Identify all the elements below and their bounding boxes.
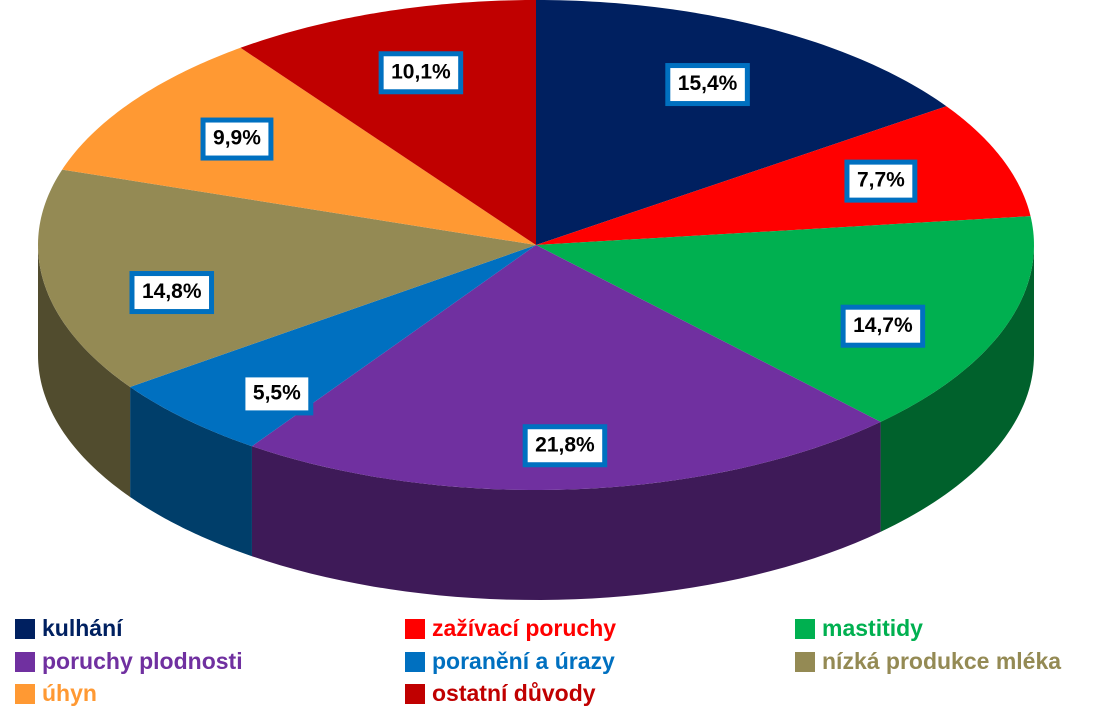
legend-label: poranění a úrazy [432, 648, 615, 674]
value-label: 10,1% [391, 60, 451, 83]
value-label-box [840, 304, 926, 348]
legend-label: zažívací poruchy [432, 615, 616, 641]
legend-label: nízká produkce mléka [822, 648, 1061, 674]
legend-swatch [15, 684, 35, 704]
legend-swatch [795, 619, 815, 639]
slice-side [251, 421, 881, 600]
legend-swatch [795, 652, 815, 672]
legend-label: poruchy plodnosti [42, 648, 243, 674]
legend-swatch [405, 619, 425, 639]
legend-label: kulhání [42, 615, 124, 641]
value-label-box [240, 372, 314, 416]
slice-side [880, 245, 1034, 532]
value-label-box [129, 271, 215, 315]
value-label: 5,5% [253, 381, 301, 404]
slice [536, 106, 1031, 245]
slice [38, 169, 536, 387]
value-label: 21,8% [535, 433, 595, 456]
slice-side [38, 245, 131, 497]
legend-swatch [405, 652, 425, 672]
slice [130, 245, 537, 447]
legend-swatch [15, 652, 35, 672]
value-label: 14,7% [853, 314, 913, 337]
value-label: 9,9% [213, 127, 261, 150]
legend-label: ostatní důvody [432, 680, 596, 706]
value-label-box [522, 424, 608, 468]
legend-label: mastitidy [822, 615, 923, 641]
value-label-box [844, 159, 918, 203]
value-label: 15,4% [678, 72, 738, 95]
slice [62, 47, 536, 246]
value-label-box [665, 63, 750, 107]
value-label-box [200, 117, 274, 161]
value-label: 7,7% [857, 169, 905, 192]
value-label-box [378, 51, 464, 95]
legend-label: úhyn [42, 680, 97, 706]
slice [536, 216, 1034, 422]
value-label: 14,8% [142, 280, 202, 303]
legend-swatch [405, 684, 425, 704]
slice [251, 245, 881, 490]
legend-swatch [15, 619, 35, 639]
slice-side [130, 386, 252, 557]
slice [536, 0, 947, 245]
